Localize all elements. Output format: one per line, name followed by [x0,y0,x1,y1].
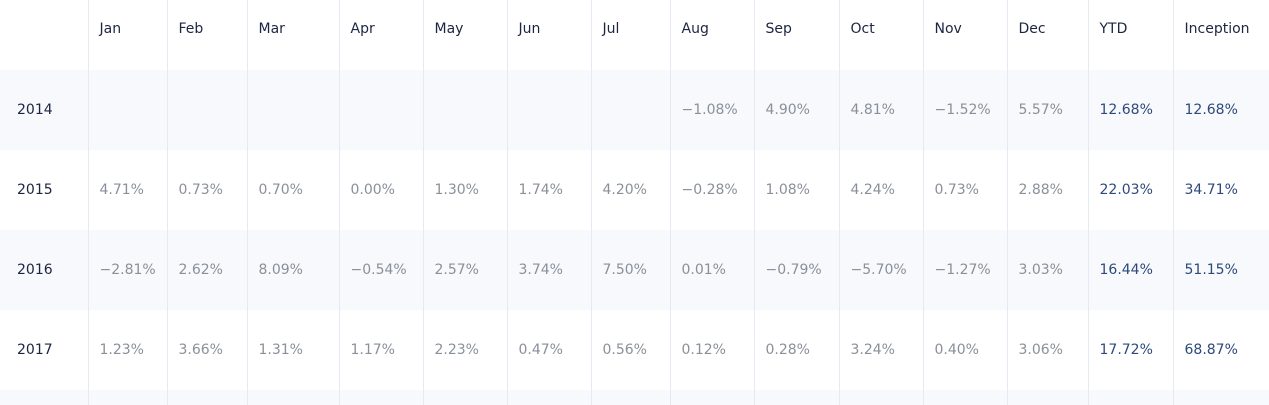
month-cell: 0.70% [246,150,339,230]
month-cell: −0.54% [338,230,423,310]
month-cell: 1.74% [506,150,591,230]
empty-cell [753,390,839,405]
month-cell: 0.56% [590,310,670,390]
month-cell [166,70,247,150]
column-header: Mar [246,0,339,70]
column-header: Nov [922,0,1007,70]
table-row: 2016 −2.81% 2.62% 8.09% −0.54% 2.57% 3.74% 7.50… [0,230,1269,310]
column-header: Oct [838,0,923,70]
corner-cell [0,0,88,70]
month-cell: 7.50% [590,230,670,310]
year-cell: 2015 [17,182,53,198]
month-cell: 3.03% [1006,230,1088,310]
month-cell: 3.06% [1006,310,1088,390]
month-cell: 3.74% [506,230,591,310]
table-body: 2014 −1.08% 4.90% 4.81% −1.52% 5.57% 12.68% 12.… [0,70,1269,405]
total-cell: 16.44% [1087,230,1173,310]
month-cell: 2.57% [422,230,507,310]
month-cell: 0.00% [338,150,423,230]
month-cell: 5.57% [1006,70,1088,150]
month-cell: 3.24% [838,310,923,390]
column-header: Aug [669,0,754,70]
month-cell: 0.73% [166,150,247,230]
empty-cell [590,390,670,405]
column-header: Sep [753,0,839,70]
year-cell: 2017 [17,342,53,358]
column-header: Jan [87,0,167,70]
month-cell: −1.08% [669,70,754,150]
total-cell: 12.68% [1172,70,1269,150]
month-cell: 8.09% [246,230,339,310]
column-header: Inception [1172,0,1269,70]
month-cell: 4.81% [838,70,923,150]
column-header: Dec [1006,0,1088,70]
column-header: Apr [338,0,423,70]
empty-cell [166,390,247,405]
total-cell: 68.87% [1172,310,1269,390]
empty-cell [669,390,754,405]
month-cell: 0.12% [669,310,754,390]
total-cell: 51.15% [1172,230,1269,310]
table-row: 2015 4.71% 0.73% 0.70% 0.00% 1.30% 1.74% 4.20% −… [0,150,1269,230]
month-cell [246,70,339,150]
empty-cell [922,390,1007,405]
month-cell: 2.23% [422,310,507,390]
month-cell: 4.71% [87,150,167,230]
empty-cell [1006,390,1088,405]
month-cell: −0.79% [753,230,839,310]
empty-cell [838,390,923,405]
month-cell: 0.47% [506,310,591,390]
month-cell: 0.01% [669,230,754,310]
header-row: Jan Feb Mar Apr May Jun Jul Aug Sep Oct Nov Dec YTD I… [0,0,1269,70]
month-cell: 2.88% [1006,150,1088,230]
total-cell: 12.68% [1087,70,1173,150]
empty-cell [246,390,339,405]
month-cell: −1.52% [922,70,1007,150]
month-cell: 0.40% [922,310,1007,390]
month-cell: 1.08% [753,150,839,230]
empty-cell [1087,390,1173,405]
table-row: 2017 1.23% 3.66% 1.31% 1.17% 2.23% 0.47% 0.56% 0… [0,310,1269,390]
empty-cell [87,390,167,405]
month-cell: 1.17% [338,310,423,390]
month-cell: 0.73% [922,150,1007,230]
month-cell [87,70,167,150]
total-cell: 17.72% [1087,310,1173,390]
column-header: Jun [506,0,591,70]
month-cell: 4.90% [753,70,839,150]
month-cell: −0.28% [669,150,754,230]
month-cell: 0.28% [753,310,839,390]
month-cell: 1.31% [246,310,339,390]
month-cell: 2.62% [166,230,247,310]
month-cell: 1.30% [422,150,507,230]
column-header: Feb [166,0,247,70]
column-header: May [422,0,507,70]
month-cell: 4.20% [590,150,670,230]
month-cell: −1.27% [922,230,1007,310]
table-header: Jan Feb Mar Apr May Jun Jul Aug Sep Oct Nov Dec YTD I… [0,0,1269,70]
column-header: Jul [590,0,670,70]
month-cell [506,70,591,150]
month-cell: 3.66% [166,310,247,390]
empty-cell [506,390,591,405]
table-row: 2014 −1.08% 4.90% 4.81% −1.52% 5.57% 12.68% 12.… [0,70,1269,150]
table-row [0,390,1269,405]
total-cell: 22.03% [1087,150,1173,230]
month-cell: −2.81% [87,230,167,310]
month-cell: 1.23% [87,310,167,390]
month-cell [590,70,670,150]
month-cell [422,70,507,150]
year-cell: 2014 [17,102,53,118]
column-header: YTD [1087,0,1173,70]
month-cell [338,70,423,150]
year-cell: 2016 [17,262,53,278]
empty-cell [338,390,423,405]
month-cell: −5.70% [838,230,923,310]
month-cell: 4.24% [838,150,923,230]
total-cell: 34.71% [1172,150,1269,230]
empty-cell [422,390,507,405]
empty-cell [1172,390,1269,405]
